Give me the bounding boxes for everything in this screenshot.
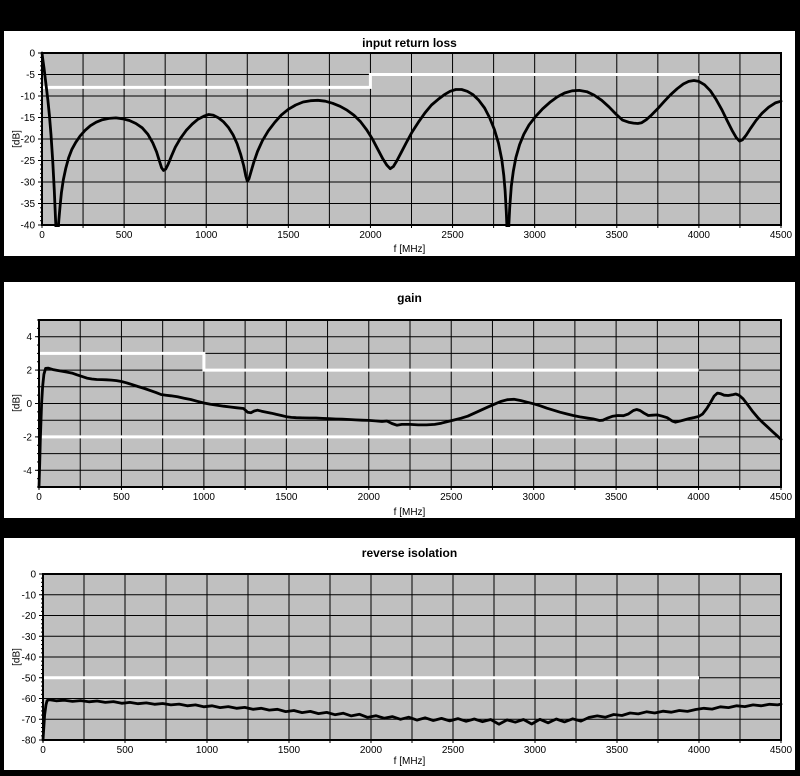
svg-text:0: 0 xyxy=(30,570,36,581)
svg-text:-30: -30 xyxy=(21,178,36,189)
svg-text:-40: -40 xyxy=(21,221,36,232)
svg-text:-30: -30 xyxy=(22,632,37,643)
svg-text:-5: -5 xyxy=(26,70,35,81)
svg-text:1500: 1500 xyxy=(275,492,298,503)
x-axis-title-frequency: f [MHz] xyxy=(393,756,426,767)
svg-text:2000: 2000 xyxy=(360,745,383,756)
y-axis-title-db: [dB] xyxy=(11,648,23,666)
svg-text:-20: -20 xyxy=(22,611,37,622)
y-axis-title-db: [dB] xyxy=(11,130,23,148)
svg-text:3000: 3000 xyxy=(524,745,547,756)
chart-svg-0: 0-5-10-15-20-25-30-35-400 500 1000 1500 2000… xyxy=(21,49,793,242)
svg-text:1000: 1000 xyxy=(195,230,218,241)
chart-title-gain: gain xyxy=(397,291,422,305)
svg-text:2000: 2000 xyxy=(358,492,381,503)
svg-text:-10: -10 xyxy=(22,590,37,601)
svg-text:-2: -2 xyxy=(23,432,32,443)
svg-text:3500: 3500 xyxy=(606,230,629,241)
svg-text:-20: -20 xyxy=(21,135,36,146)
svg-text:2500: 2500 xyxy=(441,230,464,241)
chart-panel-input-return-loss: input return loss [dB] f [MHz] 0 -5 -10 -15… xyxy=(3,30,796,257)
svg-text:3000: 3000 xyxy=(523,492,546,503)
svg-text:-25: -25 xyxy=(21,156,36,167)
svg-text:-70: -70 xyxy=(22,715,37,726)
svg-text:-10: -10 xyxy=(21,92,36,103)
x-axis-title-frequency: f [MHz] xyxy=(393,244,426,255)
svg-text:4500: 4500 xyxy=(770,745,793,756)
svg-text:0: 0 xyxy=(40,745,46,756)
svg-text:2000: 2000 xyxy=(359,230,382,241)
svg-text:-4: -4 xyxy=(23,466,32,477)
svg-text:4: 4 xyxy=(26,332,32,343)
x-axis-title-frequency: f [MHz] xyxy=(393,507,426,518)
chart-svg-2: 0-10-20-30-40-50-60-70-800 500 1000 1500 200… xyxy=(22,570,793,757)
chart-title-input-return-loss: input return loss xyxy=(362,36,457,50)
svg-text:3000: 3000 xyxy=(524,230,547,241)
y-axis-title-db: [dB] xyxy=(11,394,23,412)
svg-text:1500: 1500 xyxy=(278,745,301,756)
svg-text:-50: -50 xyxy=(22,673,37,684)
svg-text:4500: 4500 xyxy=(770,230,793,241)
svg-text:0: 0 xyxy=(26,399,32,410)
svg-text:4500: 4500 xyxy=(770,492,793,503)
svg-text:500: 500 xyxy=(117,745,134,756)
svg-text:0: 0 xyxy=(29,49,35,60)
chart-panel-reverse-isolation: reverse isolation [dB] f [MHz] 0 -10 -20 -3… xyxy=(3,537,796,771)
svg-text:500: 500 xyxy=(113,492,130,503)
svg-text:-80: -80 xyxy=(22,736,37,747)
svg-text:3500: 3500 xyxy=(605,492,628,503)
svg-text:4000: 4000 xyxy=(688,745,711,756)
svg-text:-15: -15 xyxy=(21,113,36,124)
svg-text:2500: 2500 xyxy=(440,492,463,503)
svg-text:2: 2 xyxy=(26,366,32,377)
svg-text:0: 0 xyxy=(36,492,42,503)
svg-text:-60: -60 xyxy=(22,694,37,705)
chart-panel-gain: gain [dB] f [MHz] 4 2 0 -2 -4 0 500 1000 1500 200… xyxy=(3,281,796,519)
svg-text:4000: 4000 xyxy=(688,230,711,241)
svg-text:0: 0 xyxy=(39,230,45,241)
svg-text:3500: 3500 xyxy=(606,745,629,756)
svg-text:1500: 1500 xyxy=(277,230,300,241)
chart-title-reverse-isolation: reverse isolation xyxy=(361,546,458,560)
svg-text:500: 500 xyxy=(116,230,133,241)
svg-text:-35: -35 xyxy=(21,199,36,210)
svg-text:1000: 1000 xyxy=(196,745,219,756)
svg-text:1000: 1000 xyxy=(193,492,216,503)
chart-svg-1: 4 2 0 -2 -4 0 500 1000 1500 2000 2500 3000 3500 4000 4… xyxy=(23,319,793,503)
svg-text:-40: -40 xyxy=(22,653,37,664)
svg-text:2500: 2500 xyxy=(442,745,465,756)
svg-text:4000: 4000 xyxy=(687,492,710,503)
